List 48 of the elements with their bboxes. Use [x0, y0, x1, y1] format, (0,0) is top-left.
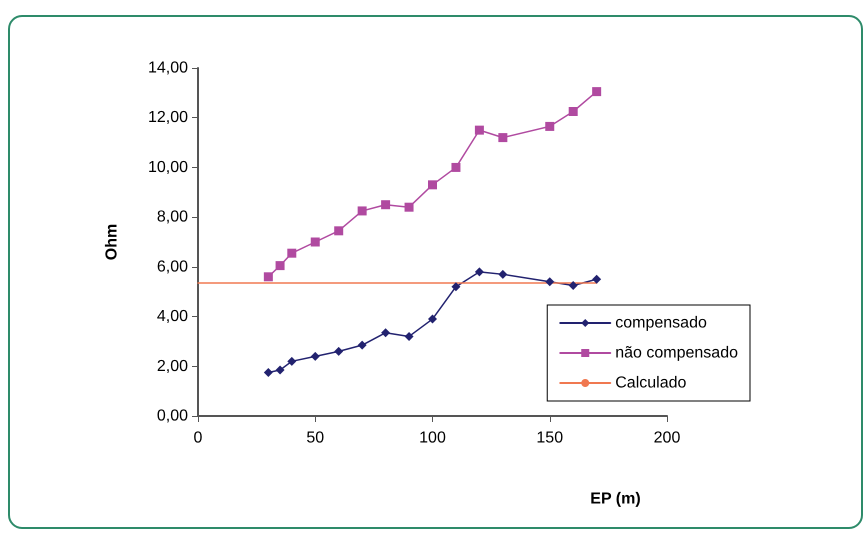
point	[276, 261, 285, 270]
y-tick-label: 8,00	[156, 208, 188, 226]
x-tick-label: 200	[654, 430, 680, 446]
point	[358, 340, 367, 350]
point	[404, 202, 414, 212]
point	[592, 87, 602, 96]
point	[474, 126, 484, 135]
point	[381, 200, 390, 210]
point	[474, 267, 484, 276]
point	[451, 282, 460, 292]
point	[287, 248, 296, 258]
point	[334, 226, 344, 236]
point	[498, 270, 508, 279]
y-tick-label: 0,00	[156, 408, 188, 424]
point	[568, 107, 578, 116]
point	[381, 328, 390, 338]
x-tick-label: 150	[536, 430, 564, 446]
point	[264, 272, 273, 282]
y-tick-label: 14,00	[148, 60, 188, 76]
y-tick-label: 2,00	[156, 358, 188, 375]
point	[592, 274, 602, 284]
x-tick-label: 50	[306, 430, 324, 446]
point	[310, 352, 320, 361]
point	[358, 206, 367, 216]
point	[264, 368, 273, 377]
x-axis-title: EP (m)	[590, 490, 641, 508]
point	[276, 366, 285, 375]
point	[568, 281, 578, 290]
point	[287, 356, 296, 366]
point	[428, 314, 437, 324]
legend-label: compensado	[615, 314, 707, 332]
point	[545, 277, 554, 286]
y-tick-label: 12,00	[148, 109, 188, 126]
legend-label: Calculado	[615, 374, 686, 392]
y-tick-label: 6,00	[156, 258, 188, 276]
point	[498, 133, 508, 142]
x-tick-label: 0	[194, 430, 203, 446]
x-tick-label: 100	[419, 430, 446, 446]
point	[404, 332, 414, 341]
y-axis-title: Ohm	[104, 224, 120, 260]
y-tick-label: 4,00	[156, 308, 188, 326]
point	[310, 238, 320, 246]
legend-label: não compensado	[615, 344, 738, 362]
point	[334, 346, 344, 356]
point	[545, 122, 554, 131]
point	[428, 180, 437, 190]
y-tick-label: 10,00	[148, 158, 188, 176]
point	[451, 162, 460, 172]
